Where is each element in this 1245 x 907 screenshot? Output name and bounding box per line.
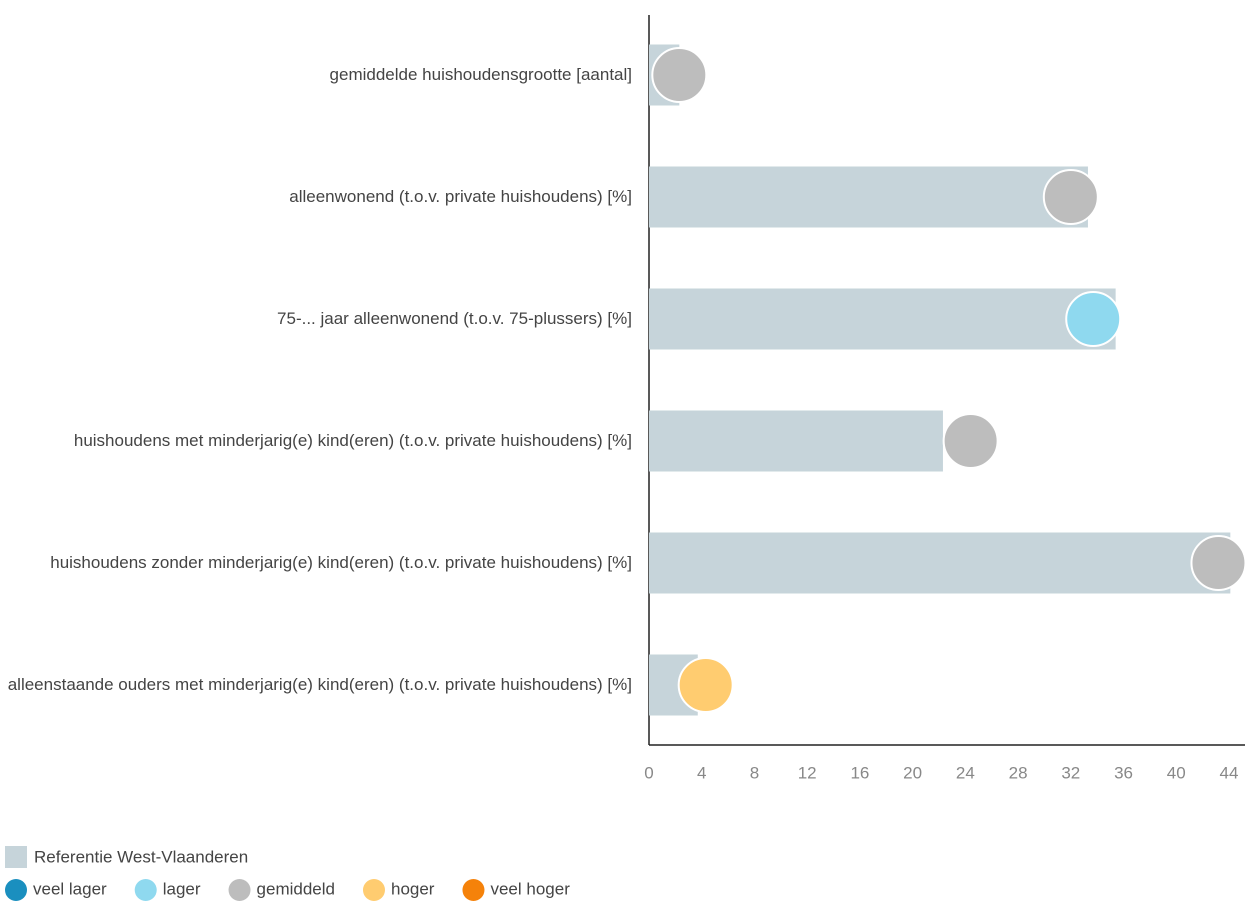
x-tick-label: 8 [750,763,759,782]
x-tick-label: 20 [903,763,922,782]
legend-label: hoger [391,879,435,898]
category-label: gemiddelde huishoudensgrootte [aantal] [329,65,632,84]
x-tick-label: 16 [850,763,869,782]
x-tick-label: 24 [956,763,975,782]
value-dot [1065,291,1122,347]
reference-bar [649,410,943,472]
x-tick-label: 36 [1114,763,1133,782]
x-tick-label: 32 [1061,763,1080,782]
x-tick-label: 40 [1167,763,1186,782]
category-label: alleenstaande ouders met minderjarig(e) … [7,675,632,694]
category-label: alleenwonend (t.o.v. private huishoudens… [289,187,632,206]
reference-bar [649,166,1088,228]
category-label: 75-... jaar alleenwonend (t.o.v. 75-plus… [277,309,632,328]
x-tick-label: 0 [644,763,653,782]
legend-dot [362,879,385,901]
legend-swatch [5,846,27,868]
legend-dot [5,879,27,901]
x-tick-label: 12 [798,763,817,782]
legend-label: gemiddeld [257,879,335,898]
value-dot [651,47,708,103]
value-dot [1042,169,1099,225]
x-tick-label: 4 [697,763,706,782]
legend-dot [134,879,157,901]
legend-label: Referentie West-Vlaanderen [34,847,248,866]
x-tick-label: 44 [1220,763,1239,782]
category-label: huishoudens zonder minderjarig(e) kind(e… [50,553,632,572]
value-dot [1190,535,1245,591]
reference-bar [649,288,1116,350]
category-label: huishoudens met minderjarig(e) kind(eren… [73,431,632,450]
value-dot [942,413,999,469]
legend-dot [228,879,251,901]
legend-label: veel lager [33,879,107,898]
value-dot [677,657,734,713]
reference-bar [649,532,1231,594]
legend-dot [462,879,485,901]
legend-label: veel hoger [490,879,570,898]
legend-label: lager [163,879,201,898]
x-tick-label: 28 [1009,763,1028,782]
